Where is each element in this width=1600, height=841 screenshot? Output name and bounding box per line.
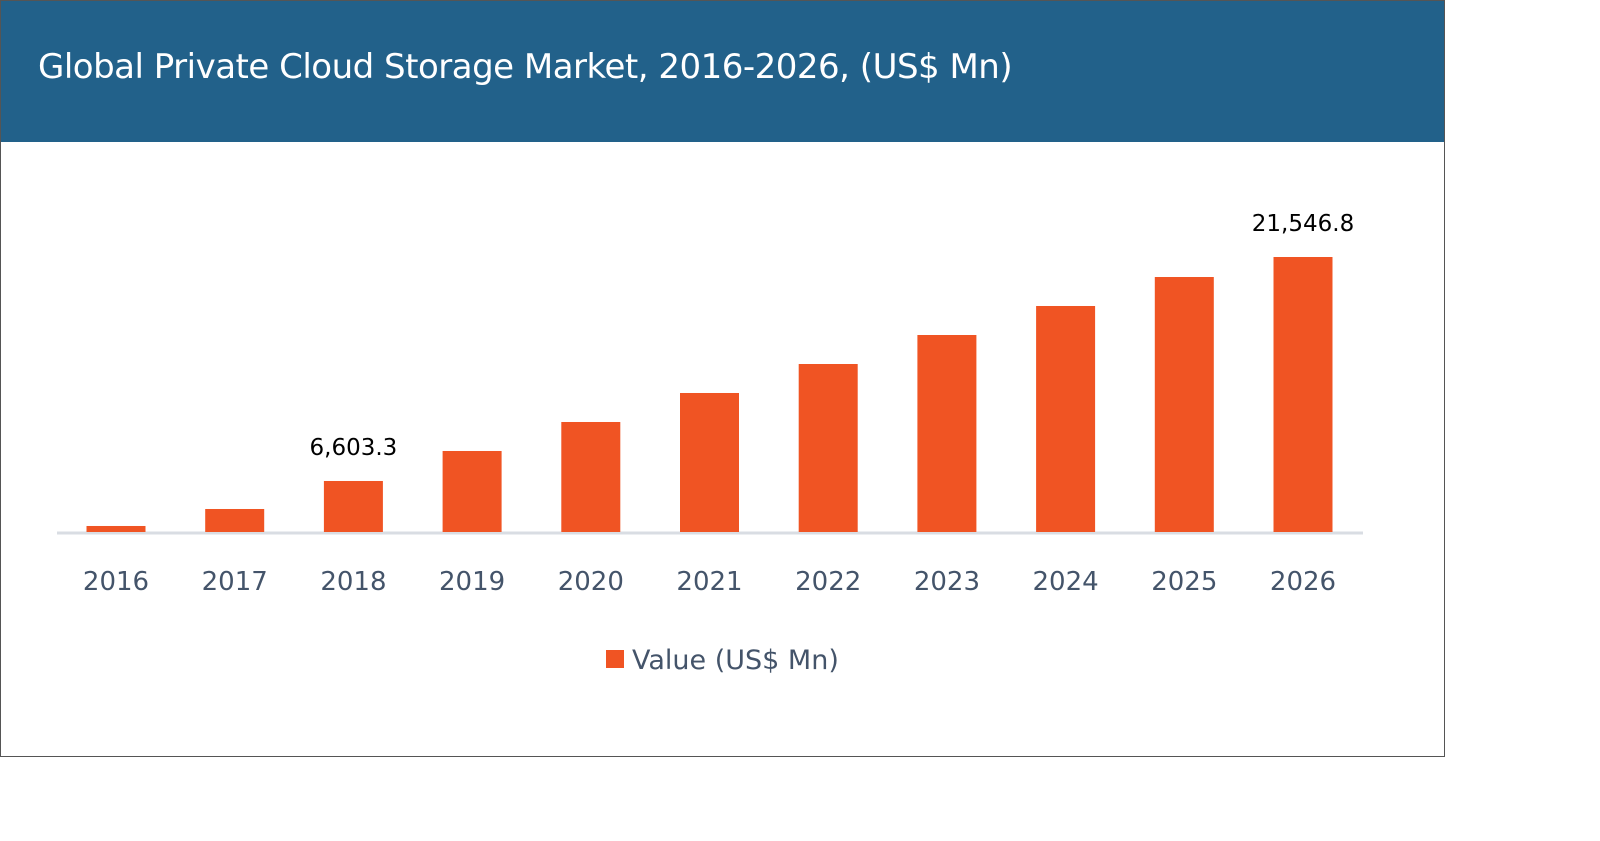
- bar-2024: [1036, 305, 1096, 532]
- chart-title: Global Private Cloud Storage Market, 201…: [38, 47, 1013, 87]
- bar-2020: [561, 421, 621, 532]
- legend-label: Value (US$ Mn): [632, 645, 839, 676]
- bar-2022: [798, 364, 858, 532]
- bar-2017: [205, 508, 265, 532]
- x-tick-label-2021: 2021: [676, 567, 742, 597]
- x-tick-label-2026: 2026: [1270, 567, 1336, 597]
- x-tick-label-2022: 2022: [795, 567, 861, 597]
- bar-2023: [917, 334, 977, 532]
- data-label-2018: 6,603.3: [310, 435, 398, 461]
- x-tick-label-2018: 2018: [320, 567, 386, 597]
- x-tick-label-2016: 2016: [83, 567, 149, 597]
- x-tick-label-2023: 2023: [914, 567, 980, 597]
- legend-swatch: [606, 650, 624, 668]
- bar-2026: [1273, 257, 1333, 532]
- x-tick-label-2017: 2017: [202, 567, 268, 597]
- x-tick-label-2019: 2019: [439, 567, 505, 597]
- x-tick-label-2025: 2025: [1151, 567, 1217, 597]
- bar-2018: [323, 480, 383, 532]
- bar-2025: [1154, 277, 1214, 532]
- bar-2021: [680, 392, 739, 532]
- bar-2019: [442, 450, 502, 532]
- x-tick-label-2020: 2020: [558, 567, 624, 597]
- title-banner: Global Private Cloud Storage Market, 201…: [1, 1, 1444, 142]
- x-tick-label-2024: 2024: [1033, 567, 1099, 597]
- bar-2016: [86, 525, 146, 532]
- data-label-2026: 21,546.8: [1252, 211, 1354, 237]
